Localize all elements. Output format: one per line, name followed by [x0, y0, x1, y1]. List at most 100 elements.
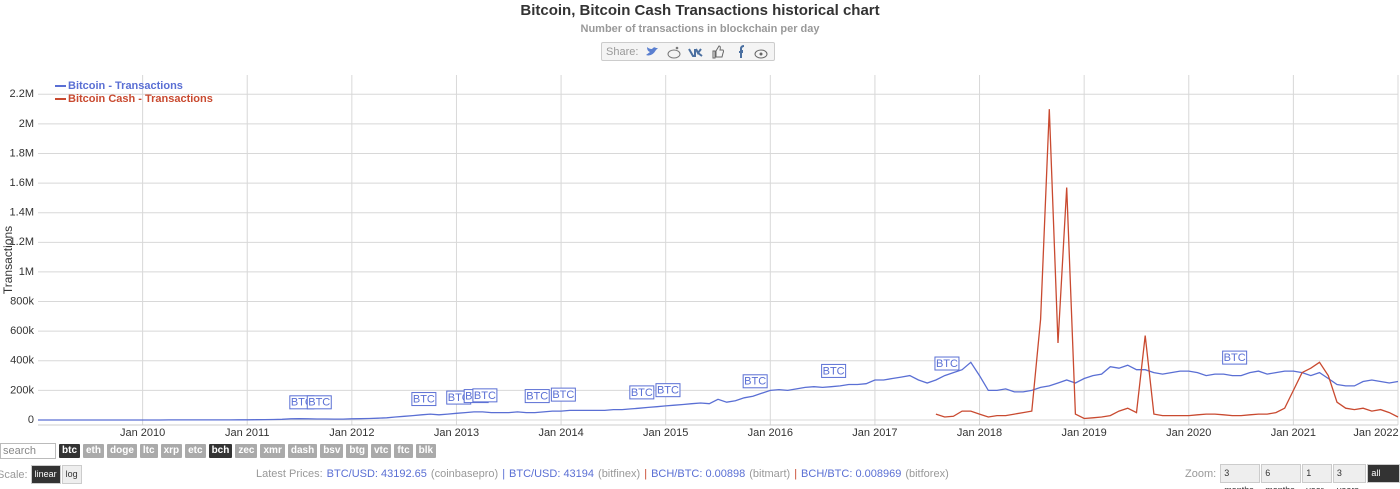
- flag-label: BTC: [526, 391, 548, 403]
- flag-box: [472, 388, 498, 403]
- flag-label: BTC: [1224, 352, 1246, 364]
- x-tick-label: Jan 2019: [1062, 427, 1107, 439]
- coin-button[interactable]: etc: [185, 444, 206, 458]
- coin-button[interactable]: zec: [235, 444, 258, 458]
- coin-button[interactable]: ftc: [394, 444, 413, 458]
- x-tick-label: Jan 2011: [225, 427, 269, 439]
- coin-button[interactable]: xrp: [160, 444, 183, 458]
- coin-button[interactable]: blk: [415, 444, 437, 458]
- flag-label: BTC: [657, 385, 679, 397]
- like-icon[interactable]: [710, 44, 726, 59]
- chart-title: Bitcoin, Bitcoin Cash Transactions histo…: [520, 2, 880, 19]
- flag: BTC: [550, 387, 576, 402]
- search-box[interactable]: search: [0, 443, 56, 459]
- zoom-button[interactable]: 3 months: [1220, 464, 1261, 489]
- legend-label: Bitcoin Cash - Transactions: [68, 93, 213, 105]
- zoom-button[interactable]: all time: [1367, 464, 1400, 489]
- coin-button[interactable]: btg: [346, 444, 368, 458]
- zoom-button[interactable]: 3 years: [1332, 464, 1367, 489]
- flag-box: [550, 387, 576, 402]
- price-pair: BTC/USD: 43192.65: [326, 467, 427, 480]
- y-tick-label: 1.6M: [10, 177, 34, 189]
- zoom-row: Zoom: 3 months6 months1 year3 yearsall t…: [1185, 464, 1400, 489]
- x-tick-label: Jan 2012: [329, 427, 374, 439]
- flag-box: [524, 389, 550, 404]
- flag-box: [629, 385, 655, 400]
- share-bar: Share:: [601, 42, 776, 61]
- scale-button[interactable]: linear: [30, 465, 61, 484]
- coin-button[interactable]: doge: [107, 444, 137, 458]
- weibo-icon[interactable]: [754, 45, 770, 59]
- y-tick-label: 400k: [10, 355, 34, 367]
- legend-label: Bitcoin - Transactions: [68, 80, 183, 92]
- x-tick-label: Jan 2013: [434, 427, 479, 439]
- flag: BTC: [524, 389, 550, 404]
- coin-button[interactable]: btc: [59, 444, 80, 458]
- coin-button[interactable]: dash: [287, 444, 318, 458]
- flag-box: [411, 392, 437, 407]
- flag: BTC: [742, 374, 768, 389]
- price-separator: |: [794, 467, 798, 480]
- y-tick-label: 1.2M: [10, 236, 34, 248]
- zoom-button[interactable]: 6 months: [1261, 464, 1302, 489]
- x-tick-label: Jan 2014: [538, 427, 583, 439]
- x-tick-label: Jan 2021: [1271, 427, 1316, 439]
- flag: BTC: [934, 356, 960, 371]
- facebook-icon[interactable]: [732, 44, 748, 59]
- x-tick-label: Jan 2015: [643, 427, 688, 439]
- price-separator: |: [502, 467, 506, 480]
- price-pair: BTC/USD: 43194: [509, 467, 595, 480]
- flag: BTC: [655, 383, 681, 398]
- x-tick-label: Jan 2020: [1166, 427, 1211, 439]
- flag-box: [934, 356, 960, 371]
- y-tick-label: 800k: [10, 295, 34, 307]
- x-tick-label: Jan 2018: [957, 427, 1002, 439]
- flag-label: BTC: [413, 393, 435, 405]
- flag-box: [1222, 350, 1248, 365]
- flag-box: [742, 374, 768, 389]
- coin-button[interactable]: eth: [83, 444, 104, 458]
- price-source: (bitforex): [905, 467, 949, 480]
- price-separator: |: [644, 467, 648, 480]
- coin-buttons: btc eth doge ltc xrp etc bch zec xmr dash bsv btg vt…: [59, 444, 437, 458]
- y-tick-label: 2.2M: [10, 88, 34, 100]
- flag-label: BTC: [936, 358, 958, 370]
- x-tick-label: Jan 2010: [120, 427, 165, 439]
- vk-icon[interactable]: [688, 45, 704, 59]
- coin-button[interactable]: bsv: [320, 444, 344, 458]
- y-tick-label: 1M: [19, 266, 34, 278]
- coin-button[interactable]: bch: [208, 444, 233, 458]
- scale-row: Scale: linear log: [0, 465, 82, 484]
- price-source: (bitfinex): [598, 467, 641, 480]
- flag-label: BTC: [823, 365, 845, 377]
- y-tick-label: 1.8M: [10, 147, 34, 159]
- price-pair: BCH/BTC: 0.00898: [651, 467, 746, 480]
- coin-button[interactable]: ltc: [139, 444, 158, 458]
- x-tick-label: Jan 2022: [1353, 427, 1398, 439]
- y-tick-label: 1.4M: [10, 207, 34, 219]
- flag-label: BTC: [308, 397, 330, 409]
- y-tick-label: 2M: [19, 118, 34, 130]
- x-tick-label: Jan 2017: [852, 427, 897, 439]
- chart-subtitle: Number of transactions in blockchain per…: [580, 23, 820, 35]
- flag-box: [821, 363, 847, 378]
- y-tick-label: 200k: [10, 384, 34, 396]
- price-source: (coinbasepro): [430, 467, 499, 480]
- twitter-icon[interactable]: [644, 45, 660, 59]
- y-tick-label: 600k: [10, 325, 34, 337]
- scale-buttons: linear log: [30, 465, 82, 484]
- coin-button[interactable]: xmr: [260, 444, 285, 458]
- flag-box: [655, 383, 681, 398]
- scale-button[interactable]: log: [61, 465, 82, 484]
- zoom-buttons: 3 months6 months1 year3 yearsall time: [1220, 464, 1400, 489]
- flag-box: [306, 395, 332, 410]
- share-label: Share:: [606, 45, 639, 58]
- latest-prices: Latest Prices: BTC/USD: 43192.65 (coinbas…: [256, 465, 949, 482]
- flag: BTC: [472, 388, 498, 403]
- zoom-label: Zoom:: [1185, 467, 1217, 480]
- scale-label: Scale:: [0, 468, 28, 481]
- reddit-icon[interactable]: [666, 45, 682, 59]
- zoom-button[interactable]: 1 year: [1302, 464, 1332, 489]
- coin-button[interactable]: vtc: [370, 444, 392, 458]
